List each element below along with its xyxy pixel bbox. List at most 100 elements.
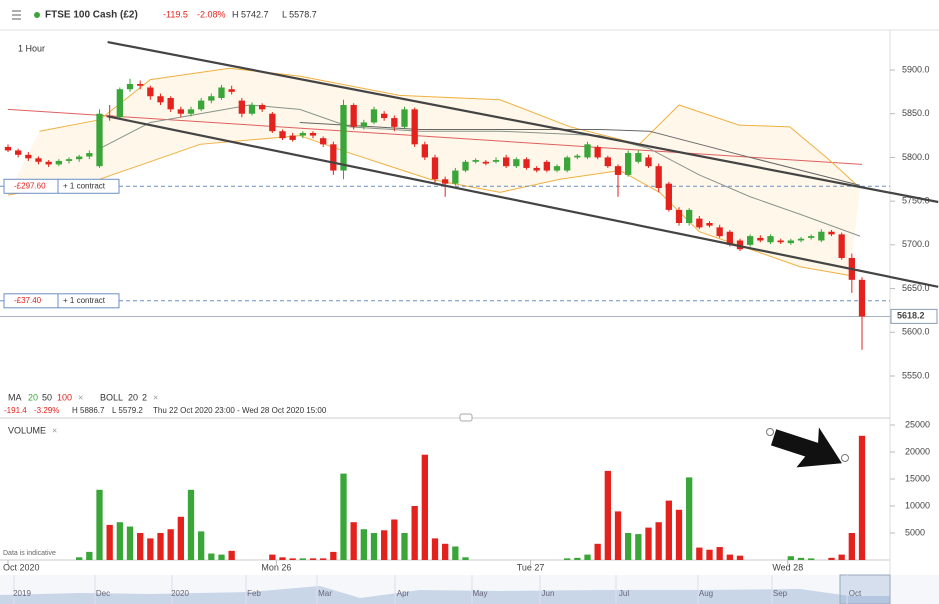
candle-body [747, 236, 754, 245]
volume-bar [686, 477, 693, 560]
y-tick-label: 5700.0 [902, 239, 930, 249]
candle-body [808, 236, 815, 238]
candle-body [248, 104, 256, 114]
y-tick-label: 5800.0 [902, 152, 930, 162]
volume-bar [726, 554, 733, 560]
volume-bar [431, 538, 439, 560]
position-tag [3, 178, 120, 194]
nav-label: Jun [542, 589, 555, 598]
volume-bar [858, 435, 866, 560]
candle-body [25, 154, 32, 159]
y-tick-label: 5600.0 [902, 327, 930, 337]
volume-bar [320, 558, 327, 560]
candle-body [76, 156, 83, 160]
candle-body [584, 144, 591, 158]
volume-bar [635, 534, 642, 560]
nav-label: Feb [247, 589, 261, 598]
disclaimer: Data is indicative [3, 550, 56, 557]
candle-body [55, 160, 62, 165]
candle-body [828, 231, 835, 235]
remove-icon[interactable]: × [52, 425, 57, 435]
change: -119.5 [163, 9, 188, 19]
position-pnl: -£37.40 [14, 296, 42, 305]
x-tick-label: Tue 27 [517, 562, 545, 572]
interval[interactable]: 1 Hour [18, 43, 45, 53]
volume-bar [787, 556, 794, 560]
candle-body [472, 160, 479, 162]
trendline [107, 40, 939, 204]
candle-body [442, 179, 449, 184]
panel-resize-handle[interactable] [459, 413, 473, 422]
volume-bar [299, 558, 306, 560]
volume-bar [126, 526, 134, 560]
volume-bar [208, 553, 215, 560]
volume-bar [218, 554, 225, 560]
navigator-window[interactable] [839, 574, 891, 604]
candle-body [198, 100, 205, 110]
volume-bar [198, 531, 205, 560]
candle-body [320, 138, 327, 145]
candle-body [259, 104, 266, 110]
boll-param: 20 [128, 392, 138, 402]
volume-bar [147, 538, 154, 560]
nav-label: Dec [96, 589, 110, 598]
candle-body [736, 240, 744, 250]
candle-body [381, 113, 388, 119]
volume-bar [564, 558, 571, 560]
candle-body [503, 157, 510, 167]
candle-body [370, 109, 378, 123]
candle-body [289, 135, 296, 140]
candle-body [391, 118, 398, 127]
trendline [107, 115, 939, 288]
y2-tick-label: 10000 [905, 500, 930, 510]
toolbar [0, 0, 939, 30]
instrument[interactable]: FTSE 100 Cash (£2) [45, 10, 138, 21]
annotation-arrow [766, 427, 849, 468]
candle-body [594, 146, 601, 158]
nav-label: Aug [699, 589, 713, 598]
volume-bar [665, 500, 672, 560]
volume-bar [736, 555, 744, 560]
candle-body [675, 209, 683, 223]
indicator-line [299, 121, 861, 186]
info-range: Thu 22 Oct 2020 23:00 - Wed 28 Oct 2020 … [153, 406, 327, 415]
position-pnl: -£297.60 [14, 181, 46, 190]
volume-bar [574, 557, 581, 560]
indicator-line [7, 108, 863, 165]
candle-body [696, 218, 703, 228]
candle-body [665, 183, 672, 210]
candle-body [777, 240, 784, 243]
candle-body [35, 158, 42, 162]
candle-body [157, 96, 164, 103]
candle-body [309, 132, 317, 136]
high: H 5742.7 [232, 9, 269, 19]
volume-bar [675, 509, 683, 560]
candle-body [523, 159, 530, 168]
volume-bar [177, 516, 184, 560]
y2-tick-label: 15000 [905, 473, 930, 483]
menu-icon[interactable] [12, 10, 21, 20]
y2-tick-label: 25000 [905, 419, 930, 429]
volume-bar [340, 473, 347, 560]
boll-label: BOLL [100, 392, 123, 402]
candle-body [706, 223, 713, 226]
remove-icon[interactable]: × [78, 392, 83, 402]
volume-bar [462, 557, 469, 560]
candle-body [655, 166, 662, 189]
candle-body [564, 157, 571, 171]
nav-label: Sep [773, 589, 788, 598]
volume-bar [228, 550, 235, 560]
candle-body [533, 167, 540, 171]
volume-panel [76, 435, 866, 560]
candle-body [452, 170, 459, 184]
volume-bar [309, 558, 317, 560]
candle-body [218, 87, 225, 98]
volume-bar [594, 543, 601, 560]
volume-bar [137, 533, 144, 560]
remove-icon[interactable]: × [153, 392, 158, 402]
x-tick-label: Mon 26 [261, 562, 291, 572]
ma-period: 100 [57, 392, 72, 402]
candle-body [187, 109, 195, 114]
volume-bar [381, 530, 388, 560]
